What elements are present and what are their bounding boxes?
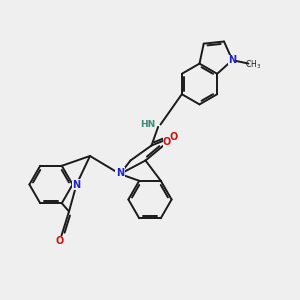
Text: N: N [116,167,124,178]
Text: HN: HN [140,120,155,129]
Text: O: O [56,236,64,247]
Text: CH$_3$: CH$_3$ [245,58,262,71]
Text: N: N [228,55,236,65]
Text: O: O [163,137,171,147]
Text: N: N [72,179,81,190]
Text: O: O [170,132,178,142]
